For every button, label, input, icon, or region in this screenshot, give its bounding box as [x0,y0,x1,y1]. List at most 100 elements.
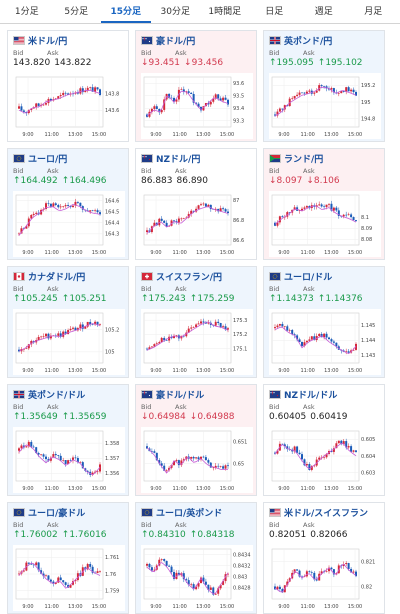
candle-body [40,336,43,338]
mini-candlestick-chart[interactable]: 9:00 11:00 13:00 15:00 1.761 1.76 1.759 [13,545,125,611]
tab-6[interactable]: 週足 [314,7,333,17]
candle-body [303,207,306,209]
rate-card[interactable]: ユーロ/ドル Bid Ask ↑1.14373 ↑1.14376 9:00 11:00 13:… [263,266,385,378]
bid-value: 0.60405 [269,412,307,422]
candle-body [202,321,205,323]
candle-body [352,217,355,221]
candle-body [62,580,65,583]
rate-card[interactable]: ランド/円 Bid Ask ↓8.097 ↓8.106 9:00 11:00 13:00 15:… [263,148,385,260]
mini-candlestick-chart[interactable]: 9:00 11:00 13:00 15:00 164.6 164.5 164.4 164.3 [13,191,125,257]
chart-x-tick: 15:00 [92,486,106,492]
pair-name[interactable]: 豪ドル/ドル [156,391,205,401]
rate-card[interactable]: スイスフラン/円 Bid Ask ↑175.243 ↑175.259 9:00 11:00 1… [135,266,257,378]
bid-price: ↑164.492 [13,175,58,188]
tab-4[interactable]: 1時間足 [208,7,242,17]
mini-candlestick-chart[interactable]: 9:00 11:00 13:00 15:00 0.8434 0.8432 0.843 0.84… [141,545,253,611]
pair-name[interactable]: 英ポンド/ドル [28,391,86,401]
chart-y-tick: 164.3 [105,232,119,238]
bid-price: ↑195.095 [269,57,314,70]
candle-body [25,226,28,229]
card-title: ランド/円 [269,152,379,165]
chart-y-tick: 164.4 [105,221,119,227]
mini-candlestick-chart[interactable]: 9:00 11:00 13:00 15:00 195.2 195 194.8 [269,73,381,139]
bid-price: ↓8.097 [269,175,302,188]
mini-candlestick-chart[interactable]: 9:00 11:00 13:00 15:00 105.2 105 [13,309,125,375]
rate-card[interactable]: ユーロ/豪ドル Bid Ask ↑1.76002 ↑1.76016 9:00 11:00 13… [7,502,129,614]
mini-candlestick-chart[interactable]: 9:00 11:00 13:00 15:00 143.8 143.6 [13,73,125,139]
mini-candlestick-chart[interactable]: 9:00 11:00 13:00 15:00 0.651 0.65 [141,427,253,493]
candle-body [340,440,343,445]
pair-name[interactable]: ユーロ/豪ドル [28,509,86,519]
pair-name[interactable]: ユーロ/英ポンド [156,509,223,519]
arrow-up-icon: ↑ [13,412,21,422]
chart-plot-area [15,76,104,128]
pair-name[interactable]: 米ドル/円 [28,37,68,47]
tab-3[interactable]: 30分足 [160,7,190,17]
candle-body [224,97,227,100]
pair-name[interactable]: 英ポンド/円 [284,37,333,47]
candle-body [32,213,35,215]
pair-name[interactable]: NZドル/円 [156,155,201,165]
ask-price: ↑175.259 [190,293,235,306]
rate-card[interactable]: 豪ドル/ドル Bid Ask ↓0.64984 ↓0.64988 9:00 11:00 13:… [135,384,257,496]
pair-name[interactable]: ユーロ/円 [28,155,68,165]
candle-body [330,451,333,452]
pair-name[interactable]: 米ドル/スイスフラン [284,509,369,519]
mini-candlestick-chart[interactable]: 9:00 11:00 13:00 15:00 87 86.8 86.6 [141,191,253,257]
moving-average-line [274,205,357,225]
candle-body [200,577,202,584]
rate-card[interactable]: ユーロ/円 Bid Ask ↑164.492 ↑164.496 9:00 11:00 13:0… [7,148,129,260]
candle-body [146,563,148,566]
candle-body [79,462,82,463]
rate-card[interactable]: 米ドル/円 Bid Ask 143.820 143.822 9:00 11:00 13:00 1… [7,30,129,142]
candle-body [84,90,87,93]
bid-price: ↓0.64984 [141,411,186,424]
mini-candlestick-chart[interactable]: 9:00 11:00 13:00 15:00 8.1 8.09 8.08 [269,191,381,257]
ask-price: 86.890 [177,175,209,188]
mini-candlestick-chart[interactable]: 9:00 11:00 13:00 15:00 93.6 93.5 93.4 93.3 [141,73,253,139]
tab-5[interactable]: 日足 [265,7,284,17]
mini-candlestick-chart[interactable]: 9:00 11:00 13:00 15:00 1.145 1.144 1.143 [269,309,381,375]
mini-candlestick-chart[interactable]: 9:00 11:00 13:00 15:00 1.358 1.357 1.356 [13,427,125,493]
candle-body [52,203,55,207]
pair-name[interactable]: 豪ドル/円 [156,37,196,47]
candle-body [350,89,353,92]
chart-x-tick: 9:00 [22,486,33,492]
tab-0[interactable]: 1分足 [14,7,39,17]
ch-flag-icon [141,272,153,281]
candle-body [180,89,183,90]
candle-body [52,581,55,584]
candle-body [170,336,173,339]
bid-price: ↑0.84310 [141,529,186,542]
candle-body [76,458,79,463]
rate-card[interactable]: NZドル/ドル Bid Ask 0.60405 0.60419 9:00 11:00 13:0… [263,384,385,496]
pair-name[interactable]: NZドル/ドル [284,391,338,401]
candle-body [185,217,188,219]
candle-body [276,325,279,328]
rate-card[interactable]: NZドル/円 Bid Ask 86.883 86.890 9:00 11:00 13:00 15… [135,148,257,260]
rate-card[interactable]: ユーロ/英ポンド Bid Ask ↑0.84310 ↑0.84318 9:00 11:00 1… [135,502,257,614]
pair-name[interactable]: カナダドル/円 [28,273,86,283]
pair-name[interactable]: ユーロ/ドル [284,273,333,283]
pair-name[interactable]: ランド/円 [284,155,324,165]
tab-2[interactable]: 15分足 [101,0,151,23]
candle-body [305,571,308,577]
mini-candlestick-chart[interactable]: 9:00 11:00 13:00 15:00 175.3 175.2 175.1 [141,309,253,375]
rate-card[interactable]: 米ドル/スイスフラン Bid Ask 0.82051 0.82066 9:00 11:00 1… [263,502,385,614]
ask-value: 164.496 [69,176,107,186]
mini-candlestick-chart[interactable]: 9:00 11:00 13:00 15:00 0.821 0.82 [269,545,381,611]
pair-name[interactable]: スイスフラン/円 [156,273,223,283]
tab-7[interactable]: 月足 [364,7,383,17]
tab-1[interactable]: 5分足 [64,7,89,17]
bid-value: 164.492 [20,176,58,186]
mini-candlestick-chart[interactable]: 9:00 11:00 13:00 15:00 0.605 0.604 0.603 [269,427,381,493]
candle-body [42,336,45,337]
rate-card[interactable]: カナダドル/円 Bid Ask ↑105.245 ↑105.251 9:00 11:00 13… [7,266,129,378]
za-flag-icon [269,154,281,163]
rate-card[interactable]: 英ポンド/円 Bid Ask ↑195.095 ↑195.102 9:00 11:00 13:… [263,30,385,142]
rate-card[interactable]: 英ポンド/ドル Bid Ask ↑1.35649 ↑1.35659 9:00 11:00 13… [7,384,129,496]
rate-card[interactable]: 豪ドル/円 Bid Ask ↓93.451 ↓93.456 9:00 11:00 13:00 1… [135,30,257,142]
eu-flag-icon [269,272,281,281]
chart-y-tick: 1.759 [105,588,119,594]
candle-body [318,573,321,581]
